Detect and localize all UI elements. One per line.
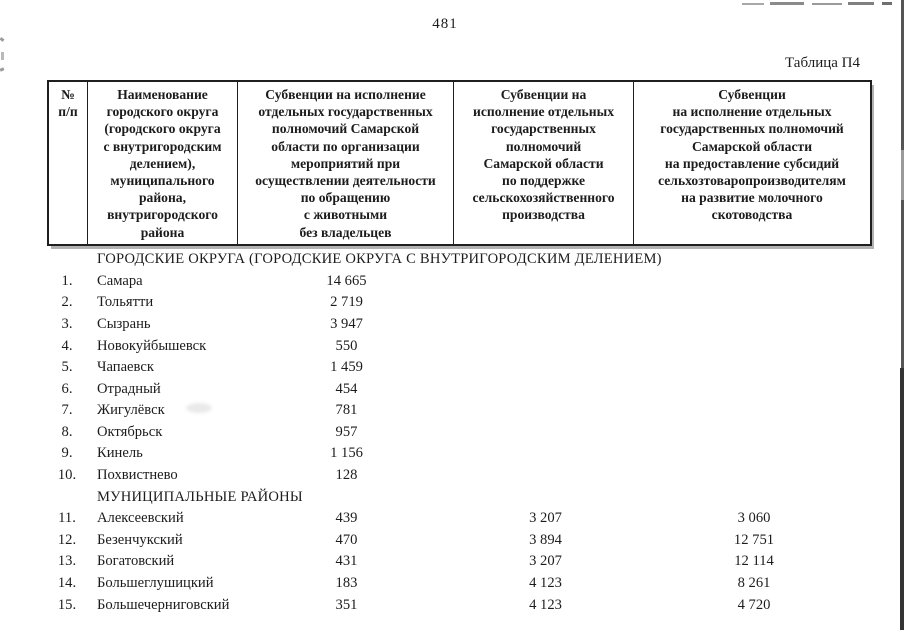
row-value: 8 261: [737, 575, 771, 592]
table-row: 4. Новокуйбышевск 550: [47, 335, 872, 357]
row-value: 183: [335, 575, 358, 592]
row-name: Октябрьск: [97, 423, 163, 440]
row-number: 6.: [61, 380, 73, 397]
scan-artifact-dash: [770, 2, 804, 5]
row-value: 957: [335, 423, 358, 440]
row-value: 431: [335, 553, 358, 570]
page-number: 481: [432, 16, 458, 32]
row-name: Похвистнево: [97, 467, 178, 484]
row-value: 470: [335, 531, 358, 548]
table-row: 6. Отрадный 454: [47, 378, 872, 400]
header-cell-animal-handling-subventions: Субвенции на исполнение отдельных госуда…: [237, 82, 453, 244]
row-number: 2.: [61, 294, 73, 311]
row-number: 15.: [57, 596, 77, 613]
table-row: 12. Безенчукский 470 3 894 12 751: [47, 530, 872, 552]
row-name: Большеглушицкий: [97, 575, 214, 592]
table-row: 11. Алексеевский 439 3 207 3 060: [47, 508, 872, 530]
table-row: 7. Жигулёвск 781: [47, 400, 872, 422]
row-value: 1 156: [330, 445, 363, 462]
scan-artifact-left: [1, 52, 4, 60]
scan-smudge: [186, 403, 212, 413]
row-number: 12.: [57, 531, 77, 548]
table-row: 8. Октябрьск 957: [47, 422, 872, 444]
row-number: 3.: [61, 315, 73, 332]
header-cell-agriculture-support-subventions: Субвенции на исполнение отдельных госуда…: [453, 82, 633, 244]
table-row: 10. Похвистнево 128: [47, 465, 872, 487]
table-body: ГОРОДСКИЕ ОКРУГА (ГОРОДСКИЕ ОКРУГА С ВНУ…: [47, 249, 872, 616]
row-number: 4.: [61, 337, 73, 354]
section-label: МУНИЦИПАЛЬНЫЕ РАЙОНЫ: [97, 488, 303, 505]
table-row: 13. Богатовский 431 3 207 12 114: [47, 551, 872, 573]
row-number: 5.: [61, 359, 73, 376]
scan-artifact-left: [0, 67, 5, 72]
scan-artifact-dash: [848, 2, 874, 5]
row-value: 128: [335, 467, 358, 484]
row-value: 12 751: [733, 531, 775, 548]
row-value: 3 060: [737, 510, 771, 527]
row-value: 1 459: [330, 359, 363, 376]
section-row: МУНИЦИПАЛЬНЫЕ РАЙОНЫ: [47, 486, 872, 508]
row-name: Кинель: [97, 445, 143, 462]
row-value: 2 719: [330, 294, 363, 311]
subventions-table: № п/п Наименование городского округа (го…: [47, 80, 872, 616]
row-name: Самара: [97, 272, 143, 289]
row-name: Жигулёвск: [97, 402, 165, 419]
row-value: 14 665: [326, 272, 367, 289]
table-row: 5. Чапаевск 1 459: [47, 357, 872, 379]
table-row: 3. Сызрань 3 947: [47, 314, 872, 336]
row-number: 14.: [57, 575, 77, 592]
row-number: 8.: [61, 423, 73, 440]
row-value: 3 894: [529, 531, 562, 548]
table-row: 14. Большеглушицкий 183 4 123 8 261: [47, 573, 872, 595]
table-row: 2. Тольятти 2 719: [47, 292, 872, 314]
row-value: 4 123: [529, 575, 562, 592]
header-cell-row-number: № п/п: [58, 87, 78, 120]
scan-artifact-dash: [882, 2, 892, 5]
section-label: ГОРОДСКИЕ ОКРУГА (ГОРОДСКИЕ ОКРУГА С ВНУ…: [97, 251, 662, 268]
scan-artifact-dash: [812, 3, 842, 5]
table-header: № п/п Наименование городского округа (го…: [47, 80, 872, 246]
scan-edge-line: [901, 0, 904, 630]
row-value: 3 207: [529, 510, 562, 527]
row-value: 3 947: [330, 315, 363, 332]
row-value: 781: [335, 402, 358, 419]
row-value: 351: [335, 596, 358, 613]
row-name: Сызрань: [97, 315, 151, 332]
row-number: 11.: [58, 510, 76, 527]
row-name: Отрадный: [97, 380, 161, 397]
row-number: 13.: [57, 553, 77, 570]
table-row: 15. Большечерниговский 351 4 123 4 720: [47, 594, 872, 616]
row-name: Богатовский: [97, 553, 175, 570]
header-cell-dairy-farming-subsidies: Субвенции на исполнение отдельных госуда…: [633, 82, 870, 244]
row-value: 12 114: [734, 553, 774, 570]
row-name: Алексеевский: [97, 510, 184, 527]
row-name: Чапаевск: [97, 359, 154, 376]
row-value: 550: [335, 337, 358, 354]
scan-edge-line-gap: [901, 150, 904, 200]
scan-artifact-left: [0, 37, 5, 42]
row-name: Новокуйбышевск: [97, 337, 207, 354]
row-name: Тольятти: [97, 294, 154, 311]
row-value: 4 123: [529, 596, 562, 613]
header-cell-municipality-name: Наименование городского округа (городско…: [87, 82, 237, 244]
row-number: 9.: [61, 445, 73, 462]
section-row: ГОРОДСКИЕ ОКРУГА (ГОРОДСКИЕ ОКРУГА С ВНУ…: [47, 249, 872, 271]
row-value: 439: [335, 510, 358, 527]
row-value: 3 207: [529, 553, 562, 570]
scan-artifact-dash: [742, 3, 764, 5]
row-number: 7.: [61, 402, 73, 419]
row-value: 4 720: [737, 596, 771, 613]
table-caption: Таблица П4: [785, 55, 860, 71]
row-name: Большечерниговский: [97, 596, 230, 613]
table-row: 1. Самара 14 665: [47, 270, 872, 292]
scan-edge-line-dark: [900, 368, 904, 630]
row-value: 454: [335, 380, 358, 397]
table-row: 9. Кинель 1 156: [47, 443, 872, 465]
row-number: 1.: [61, 272, 73, 289]
row-name: Безенчукский: [97, 531, 183, 548]
row-number: 10.: [57, 467, 77, 484]
